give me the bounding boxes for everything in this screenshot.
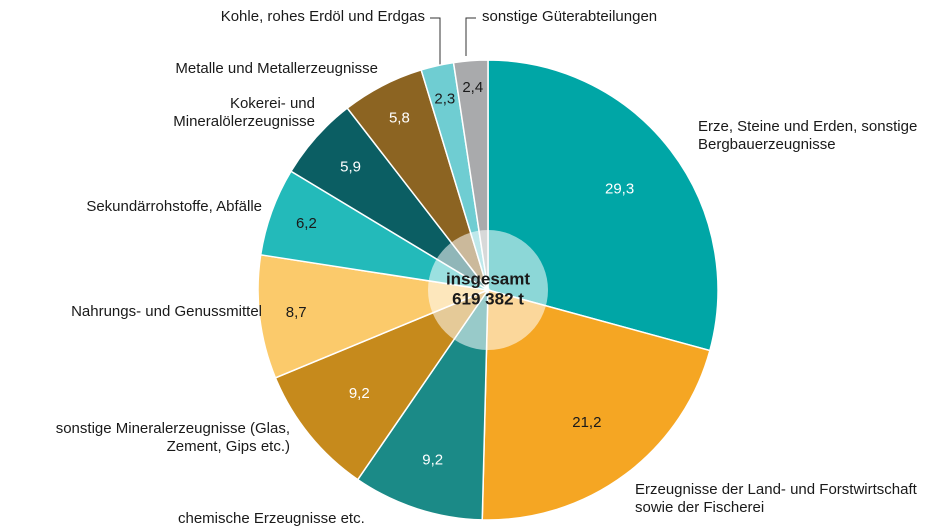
category-label: sonstige Mineralerzeugnisse (Glas, Zemen… — [55, 420, 290, 455]
center-circle — [428, 230, 548, 350]
center-label: 619 382 t — [452, 289, 524, 308]
value-label: 8,7 — [286, 304, 307, 321]
value-label: 21,2 — [572, 414, 601, 431]
category-label: Kokerei- und Mineralölerzeugnisse — [173, 95, 315, 130]
value-label: 5,8 — [389, 109, 410, 126]
pie-slice — [481, 289, 711, 521]
value-label: 5,9 — [340, 159, 361, 176]
value-label: 9,2 — [349, 385, 370, 402]
leader-line — [430, 17, 441, 66]
category-label: Erze, Steine und Erden, sonstige Bergbau… — [698, 118, 918, 153]
category-label: Erzeugnisse der Land- und Forstwirtschaf… — [635, 481, 917, 516]
category-label: Kohle, rohes Erdöl und Erdgas — [220, 8, 425, 25]
value-label: 29,3 — [605, 180, 634, 197]
category-label: Sekundärrohstoffe, Abfälle — [86, 198, 262, 215]
value-label: 2,4 — [462, 79, 483, 96]
category-label: Metalle und Metallerzeugnisse — [175, 60, 378, 77]
category-label: sonstige Güterabteilungen — [482, 8, 658, 25]
category-label: Nahrungs- und Genussmittel — [71, 303, 262, 320]
category-label: chemische Erzeugnisse etc. — [178, 510, 365, 527]
value-label: 2,3 — [434, 90, 455, 107]
center-label: insgesamt — [446, 269, 530, 288]
leader-line — [465, 17, 476, 56]
value-label: 6,2 — [296, 215, 317, 232]
pie-slice — [356, 287, 489, 521]
pie-slice — [274, 288, 491, 481]
value-label: 9,2 — [422, 452, 443, 469]
